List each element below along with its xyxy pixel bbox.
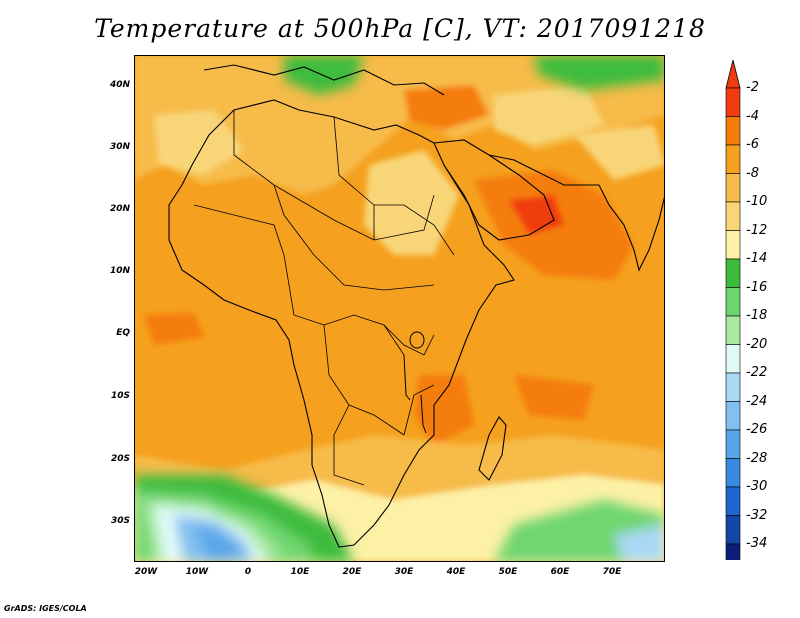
lon-label-60e: 60E bbox=[550, 567, 570, 577]
colorbar-label: -14 bbox=[746, 251, 768, 266]
colorbar-label: -28 bbox=[746, 450, 768, 466]
lon-label-40e: 40E bbox=[446, 567, 466, 577]
colorbar-top-triangle bbox=[725, 60, 741, 89]
colorbar-label: -34 bbox=[746, 536, 768, 551]
colorbar-label: -24 bbox=[746, 393, 768, 409]
colorbar-swatch bbox=[725, 543, 741, 560]
lon-label-50e: 50E bbox=[498, 567, 518, 577]
arabia-coastline bbox=[433, 139, 555, 241]
colorbar-label: -18 bbox=[746, 308, 768, 323]
colorbar bbox=[725, 60, 741, 560]
lon-label-10w: 10W bbox=[185, 567, 209, 577]
lon-label-70e: 70E bbox=[602, 567, 622, 577]
hot-patch-oman bbox=[509, 195, 564, 235]
india-coastline bbox=[598, 184, 665, 272]
colorbar-swatch bbox=[725, 315, 741, 345]
colorbar-label: -20 bbox=[746, 336, 768, 352]
colorbar-swatch bbox=[725, 201, 741, 231]
cold-patch-se-corner bbox=[614, 525, 665, 562]
coldest-field-south-2 bbox=[194, 525, 244, 562]
colorbar-label: -30 bbox=[746, 479, 768, 494]
colorbar-swatch bbox=[725, 87, 741, 117]
colorbar-swatch bbox=[725, 258, 741, 288]
europe-coastline bbox=[203, 64, 445, 96]
colorbar-swatch bbox=[725, 372, 741, 402]
colorbar-swatch bbox=[725, 287, 741, 317]
colorbar-swatch bbox=[725, 401, 741, 431]
map-frame bbox=[134, 55, 665, 562]
warm-patch-east-africa bbox=[414, 375, 474, 445]
colorbar-label: -32 bbox=[746, 507, 768, 523]
lat-label-10n: 10N bbox=[109, 266, 130, 276]
colorbar-label: -6 bbox=[746, 137, 759, 152]
pale-patch-arabia bbox=[494, 85, 604, 145]
lon-label-20e: 20E bbox=[342, 567, 362, 577]
colorbar-swatch bbox=[725, 515, 741, 545]
colorbar-label: -4 bbox=[746, 108, 759, 124]
madagascar-coastline bbox=[478, 416, 507, 481]
colorbar-swatch bbox=[725, 486, 741, 516]
lon-label-20w: 20W bbox=[134, 567, 158, 577]
cold-patch-mediterranean bbox=[284, 55, 364, 95]
warm-patch-mideast bbox=[404, 85, 489, 130]
colorbar-label: -10 bbox=[746, 194, 768, 209]
map-title: Temperature at 500hPa [C], VT: 201709121… bbox=[94, 14, 706, 43]
africa-coastline bbox=[168, 99, 515, 548]
lat-label-eq: EQ bbox=[116, 328, 130, 338]
iran-coastline bbox=[488, 154, 599, 186]
colorbar-label: -12 bbox=[746, 222, 768, 238]
colorbar-swatch bbox=[725, 458, 741, 488]
colorbar-swatch bbox=[725, 116, 741, 146]
pale-patch-west bbox=[154, 110, 244, 175]
lat-label-20n: 20N bbox=[109, 204, 130, 214]
lat-label-30n: 30N bbox=[109, 142, 130, 152]
footer-credit: GrADS: IGES/COLA bbox=[4, 604, 87, 613]
warm-field-north bbox=[134, 55, 665, 195]
pale-patch-india bbox=[574, 125, 665, 180]
warm-patch-indian-ocean bbox=[514, 375, 594, 420]
lat-label-30s: 30S bbox=[110, 516, 130, 526]
lon-label-30e: 30E bbox=[394, 567, 414, 577]
colorbar-label: -22 bbox=[746, 365, 768, 380]
colorbar-swatch bbox=[725, 429, 741, 459]
lat-label-10s: 10S bbox=[110, 391, 130, 401]
lat-label-20s: 20S bbox=[110, 454, 130, 464]
temperature-map bbox=[134, 55, 665, 562]
colorbar-label: -2 bbox=[746, 80, 759, 95]
warm-patch-eq-west bbox=[144, 313, 204, 345]
lon-label-10e: 10E bbox=[290, 567, 310, 577]
lon-label-0: 0 bbox=[244, 567, 252, 577]
coastlines bbox=[168, 64, 665, 548]
colorbar-swatch bbox=[725, 344, 741, 374]
colorbar-label: -16 bbox=[746, 279, 768, 295]
colorbar-swatch bbox=[725, 144, 741, 174]
cold-patch-caspian bbox=[534, 55, 665, 90]
country-borders bbox=[193, 110, 455, 486]
colorbar-label: -26 bbox=[746, 422, 768, 437]
lat-label-40n: 40N bbox=[109, 80, 130, 90]
colorbar-label: -8 bbox=[746, 165, 759, 181]
colorbar-swatch bbox=[725, 173, 741, 203]
colorbar-swatch bbox=[725, 230, 741, 260]
lakes bbox=[403, 331, 427, 434]
pale-patch-sahara bbox=[364, 150, 459, 255]
